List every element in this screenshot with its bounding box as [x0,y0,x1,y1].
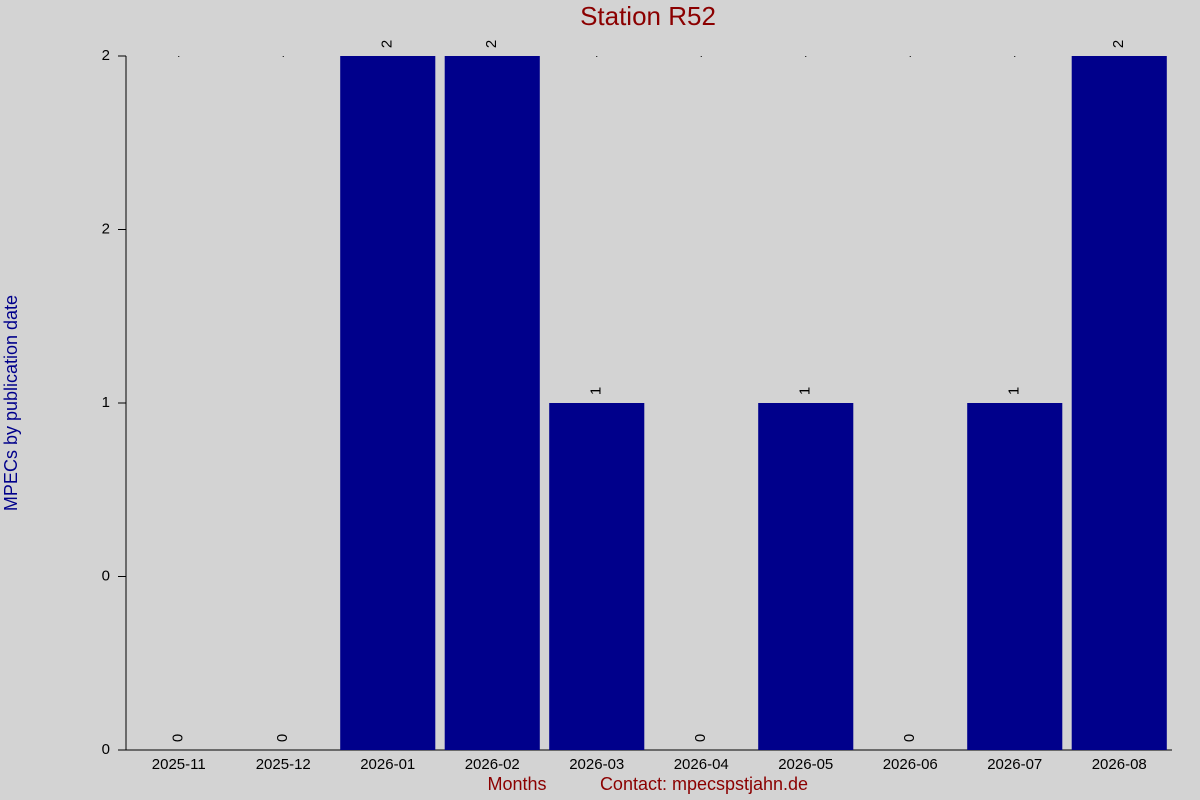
bar [758,403,854,750]
value-label: 1 [1006,387,1023,395]
bar [340,56,436,750]
y-tick-label: 2 [102,47,110,64]
value-label: 2 [483,40,500,48]
bar [967,403,1063,750]
y-tick-label: 2 [102,220,110,237]
value-label: 0 [692,734,709,742]
x-axis-label: Months [487,774,546,794]
y-tick-label: 0 [102,567,110,584]
value-label: 1 [588,387,605,395]
value-label: 0 [901,734,918,742]
y-axis-label: MPECs by publication date [1,295,21,511]
value-label: 0 [274,734,291,742]
bar [549,403,645,750]
x-tick-label: 2025-11 [152,756,206,773]
x-tick-label: 2026-05 [778,756,833,773]
x-tick-label: 2026-07 [987,756,1042,773]
bar [1071,56,1167,750]
bar [444,56,540,750]
x-tick-label: 2026-01 [360,756,415,773]
value-label: 1 [797,387,814,395]
x-tick-label: 2026-04 [674,756,729,773]
y-tick-label: 1 [102,394,110,411]
chart-title: Station R52 [580,1,716,31]
contact-note: Contact: mpecspstjahn.de [600,774,808,794]
value-label: 0 [170,734,187,742]
y-tick-label: 0 [102,741,110,758]
value-label: 2 [379,40,396,48]
value-label: 2 [1110,40,1127,48]
x-tick-label: 2026-08 [1092,756,1147,773]
x-tick-label: 2026-06 [883,756,938,773]
x-tick-label: 2026-03 [569,756,624,773]
x-tick-label: 2026-02 [465,756,520,773]
x-tick-label: 2025-12 [256,756,311,773]
